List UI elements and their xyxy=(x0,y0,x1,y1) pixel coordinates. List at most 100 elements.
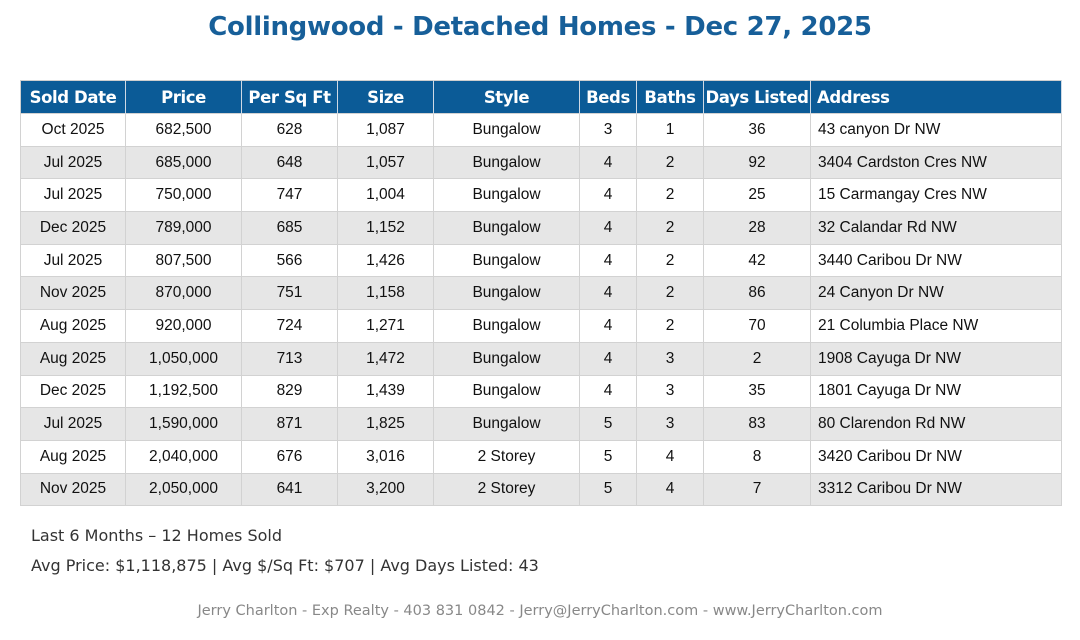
table-cell: 2 xyxy=(636,309,704,343)
table-cell: 3,200 xyxy=(337,472,434,507)
table-cell: Bungalow xyxy=(433,145,580,180)
table-cell: 1,004 xyxy=(337,178,434,213)
table-cell: Aug 2025 xyxy=(20,439,126,474)
table-cell: Jul 2025 xyxy=(20,407,126,441)
table-cell: Aug 2025 xyxy=(20,341,126,376)
table-cell: 2 xyxy=(636,276,704,311)
table-row: Dec 2025 789,000 685 1,152 Bungalow 4 2 28 32 Ca… xyxy=(20,211,1062,245)
table-cell: 15 Carmangay Cres NW xyxy=(810,178,1062,213)
table-cell: 1,192,500 xyxy=(125,374,242,409)
table-cell: 4 xyxy=(579,145,637,180)
table-cell: 1,152 xyxy=(337,211,434,245)
table-cell: 1801 Cayuga Dr NW xyxy=(810,374,1062,409)
table-cell: Bungalow xyxy=(433,309,580,343)
table-cell: 2,040,000 xyxy=(125,439,242,474)
page-title: Collingwood - Detached Homes - Dec 27, 2… xyxy=(208,12,872,42)
table-cell: 4 xyxy=(636,439,704,474)
table-cell: 724 xyxy=(241,309,338,343)
table-cell: 747 xyxy=(241,178,338,213)
table-cell: 3 xyxy=(636,374,704,409)
table-cell: Bungalow xyxy=(433,113,580,147)
table-cell: 2 xyxy=(636,211,704,245)
table-cell: 4 xyxy=(579,243,637,278)
column-header: Sold Date xyxy=(20,80,126,114)
table-cell: 3 xyxy=(636,407,704,441)
table-cell: 676 xyxy=(241,439,338,474)
table-cell: Bungalow xyxy=(433,211,580,245)
table-cell: 1 xyxy=(636,113,704,147)
table-cell: 25 xyxy=(703,178,811,213)
table-cell: Dec 2025 xyxy=(20,374,126,409)
table-cell: 92 xyxy=(703,145,811,180)
table-cell: 5 xyxy=(579,472,637,507)
table-cell: 1,426 xyxy=(337,243,434,278)
table-row: Oct 2025 682,500 628 1,087 Bungalow 3 1 36 43 ca… xyxy=(20,113,1062,147)
table-cell: 682,500 xyxy=(125,113,242,147)
table-cell: 871 xyxy=(241,407,338,441)
table-cell: 4 xyxy=(579,178,637,213)
table-cell: 566 xyxy=(241,243,338,278)
table-cell: 685,000 xyxy=(125,145,242,180)
table-cell: Oct 2025 xyxy=(20,113,126,147)
column-header: Days Listed xyxy=(703,80,811,114)
table-cell: 8 xyxy=(703,439,811,474)
table-cell: Bungalow xyxy=(433,341,580,376)
table-row: Dec 2025 1,192,500 829 1,439 Bungalow 4 3 35 180… xyxy=(20,374,1062,409)
table-row: Aug 2025 1,050,000 713 1,472 Bungalow 4 3 2 1908… xyxy=(20,341,1062,376)
table-cell: 641 xyxy=(241,472,338,507)
table-row: Aug 2025 920,000 724 1,271 Bungalow 4 2 70 21 Co… xyxy=(20,309,1062,343)
table-cell: 4 xyxy=(636,472,704,507)
table-cell: Aug 2025 xyxy=(20,309,126,343)
table-cell: Jul 2025 xyxy=(20,243,126,278)
table-cell: 3420 Caribou Dr NW xyxy=(810,439,1062,474)
table-cell: 86 xyxy=(703,276,811,311)
column-header: Price xyxy=(125,80,242,114)
table-cell: 4 xyxy=(579,276,637,311)
table-cell: Nov 2025 xyxy=(20,276,126,311)
table-cell: Bungalow xyxy=(433,374,580,409)
table-cell: Bungalow xyxy=(433,276,580,311)
table-cell: 807,500 xyxy=(125,243,242,278)
table-cell: 2 xyxy=(636,145,704,180)
table-row: Jul 2025 750,000 747 1,004 Bungalow 4 2 25 15 Ca… xyxy=(20,178,1062,213)
table-cell: 2 xyxy=(703,341,811,376)
table-cell: 28 xyxy=(703,211,811,245)
table-cell: 3312 Caribou Dr NW xyxy=(810,472,1062,507)
table-cell: 24 Canyon Dr NW xyxy=(810,276,1062,311)
table-cell: 70 xyxy=(703,309,811,343)
table-cell: 1,050,000 xyxy=(125,341,242,376)
table-cell: 32 Calandar Rd NW xyxy=(810,211,1062,245)
column-header: Per Sq Ft xyxy=(241,80,338,114)
table-cell: Bungalow xyxy=(433,243,580,278)
table-cell: 4 xyxy=(579,374,637,409)
table-cell: 3 xyxy=(579,113,637,147)
table-cell: 3 xyxy=(636,341,704,376)
table-cell: 1,439 xyxy=(337,374,434,409)
table-cell: 4 xyxy=(579,309,637,343)
table-cell: 1,590,000 xyxy=(125,407,242,441)
table-cell: 7 xyxy=(703,472,811,507)
column-header: Address xyxy=(810,80,1062,114)
summary-count: Last 6 Months – 12 Homes Sold xyxy=(31,526,282,545)
table-cell: 3,016 xyxy=(337,439,434,474)
table-cell: 35 xyxy=(703,374,811,409)
table-cell: 36 xyxy=(703,113,811,147)
table-cell: Jul 2025 xyxy=(20,178,126,213)
column-header: Beds xyxy=(579,80,637,114)
summary-averages: Avg Price: $1,118,875 | Avg $/Sq Ft: $70… xyxy=(31,556,539,575)
table-cell: 2 Storey xyxy=(433,439,580,474)
table-cell: Jul 2025 xyxy=(20,145,126,180)
table-row: Jul 2025 807,500 566 1,426 Bungalow 4 2 42 3440 … xyxy=(20,243,1062,278)
table-row: Aug 2025 2,040,000 676 3,016 2 Storey 5 4 8 3420… xyxy=(20,439,1062,474)
table-cell: 870,000 xyxy=(125,276,242,311)
table-row: Jul 2025 685,000 648 1,057 Bungalow 4 2 92 3404 … xyxy=(20,145,1062,180)
column-header: Size xyxy=(337,80,434,114)
table-cell: 80 Clarendon Rd NW xyxy=(810,407,1062,441)
table-cell: 1908 Cayuga Dr NW xyxy=(810,341,1062,376)
table-cell: Dec 2025 xyxy=(20,211,126,245)
table-cell: 685 xyxy=(241,211,338,245)
table-cell: 920,000 xyxy=(125,309,242,343)
table-cell: 21 Columbia Place NW xyxy=(810,309,1062,343)
table-cell: 5 xyxy=(579,407,637,441)
table-cell: 2 Storey xyxy=(433,472,580,507)
